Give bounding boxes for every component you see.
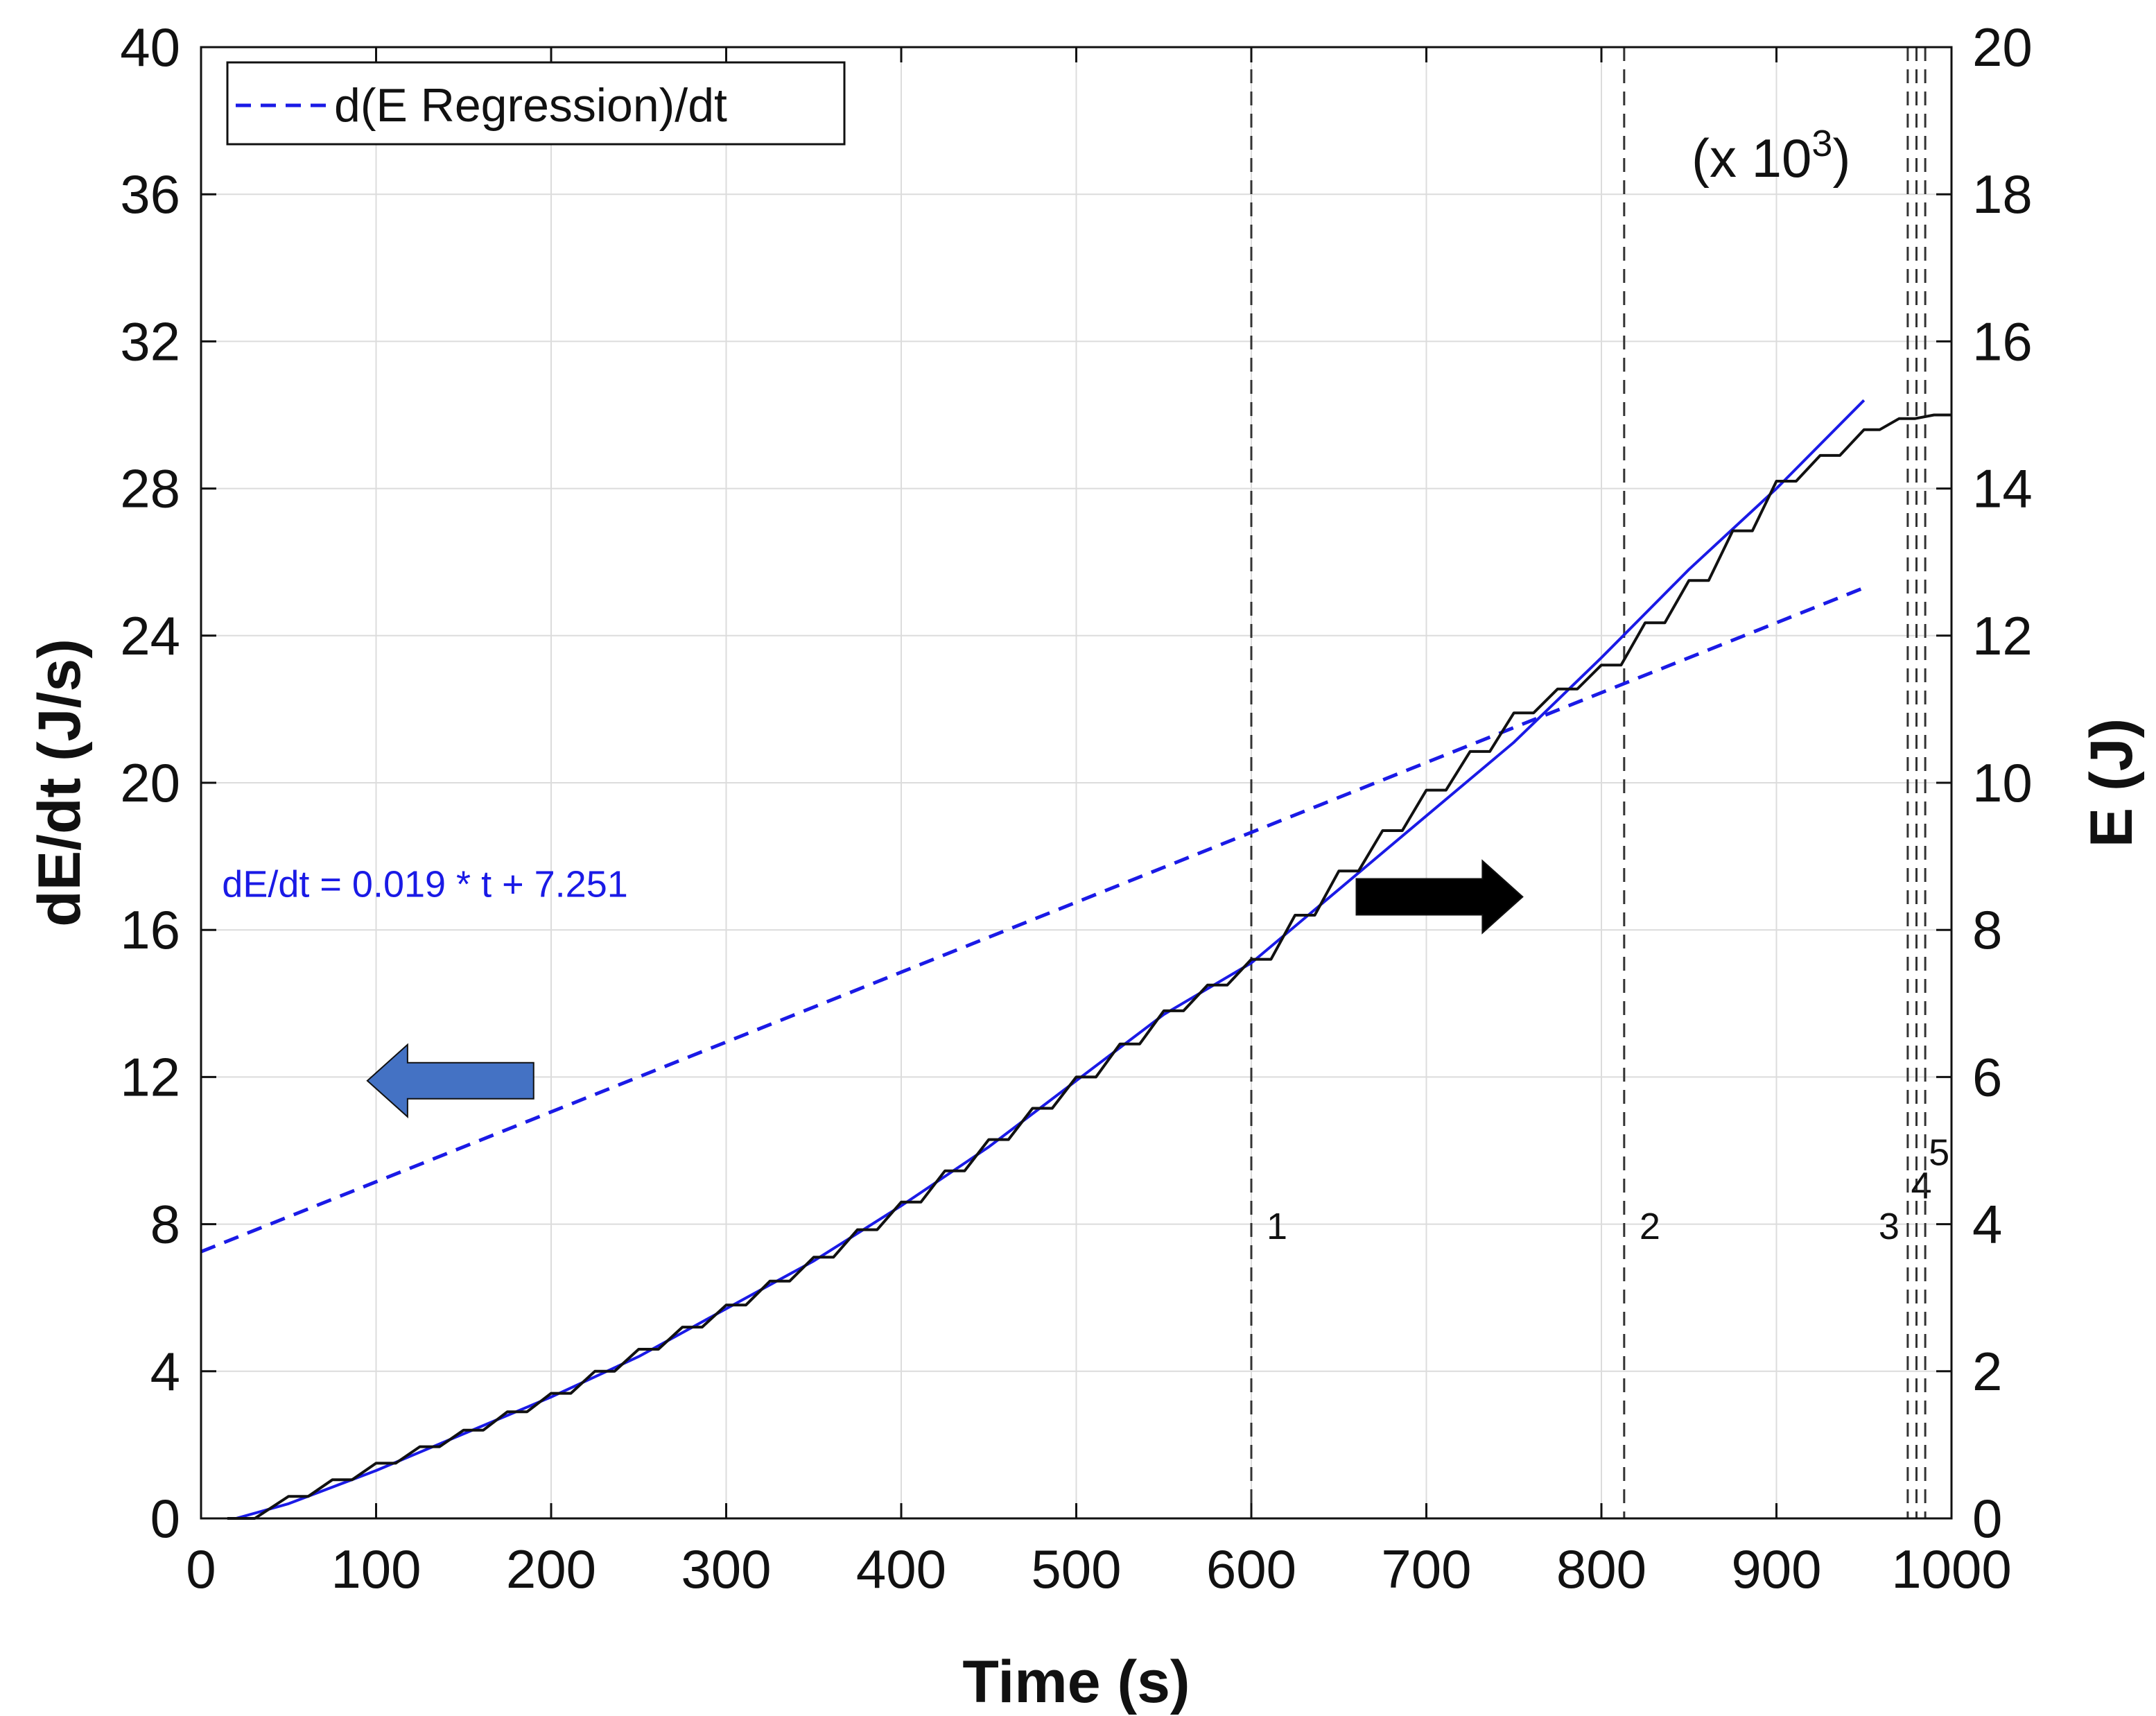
y-right-tick-label: 8: [1972, 899, 2002, 960]
legend: d(E Regression)/dt: [226, 61, 846, 146]
y-tick-label: 20: [120, 752, 180, 813]
y-tick-label: 40: [120, 17, 180, 78]
x-tick-label: 1000: [1891, 1539, 2012, 1600]
x-axis-ticks: 0 100 200 300 400 500 600 700 800 900 1000: [186, 47, 2012, 1600]
y-axis-ticks: 0 4 8 12 16 20 24 28 32 36 40: [120, 17, 216, 1549]
regression-equation: dE/dt = 0.019 * t + 7.251: [222, 863, 627, 905]
x-tick-label: 800: [1556, 1539, 1646, 1600]
right-axis-scale-note: (x 103): [1692, 123, 1850, 189]
vertical-markers: 1 2 345: [1250, 47, 1949, 1518]
x-tick-label: 0: [186, 1539, 216, 1600]
y-right-tick-label: 16: [1972, 311, 2033, 372]
scale-note-exponent: 3: [1811, 123, 1832, 164]
scale-note-close: ): [1832, 128, 1850, 189]
x-tick-label: 900: [1731, 1539, 1821, 1600]
series-line-3: [227, 413, 1951, 1520]
left-arrow: [366, 1043, 534, 1118]
y-tick-label: 0: [150, 1488, 180, 1549]
arrows-group: [366, 859, 1524, 1118]
y-tick-label: 28: [120, 458, 180, 519]
y-tick-label: 32: [120, 311, 180, 372]
series-group: [200, 399, 1951, 1520]
y-right-tick-label: 14: [1972, 458, 2033, 519]
x-tick-label: 100: [331, 1539, 421, 1600]
y-right-tick-label: 12: [1972, 605, 2033, 666]
x-tick-label: 500: [1031, 1539, 1121, 1600]
y-right-tick-label: 2: [1972, 1341, 2002, 1402]
marker-label: 1: [1267, 1206, 1287, 1247]
y-tick-label: 16: [120, 899, 180, 960]
legend-label: d(E Regression)/dt: [334, 79, 727, 132]
y-tick-label: 8: [150, 1194, 180, 1255]
legend-box: [226, 61, 846, 146]
marker-label: 3: [1879, 1206, 1899, 1247]
y-axis-title: dE/dt (J/s): [26, 639, 93, 927]
scale-note-base: (x 10: [1692, 128, 1811, 189]
x-tick-label: 200: [506, 1539, 596, 1600]
right-arrow: [1355, 859, 1524, 935]
y-right-tick-label: 6: [1972, 1046, 2002, 1107]
marker-label: 5: [1929, 1132, 1949, 1174]
y-right-tick-label: 10: [1972, 752, 2033, 813]
annotations-group: dE/dt = 0.019 * t + 7.251: [222, 863, 627, 905]
y-right-tick-label: 4: [1972, 1194, 2002, 1255]
marker-label: 2: [1640, 1206, 1660, 1247]
y-right-tick-label: 20: [1972, 17, 2033, 78]
x-tick-label: 600: [1206, 1539, 1296, 1600]
x-axis-title: Time (s): [962, 1649, 1190, 1715]
y-tick-label: 24: [120, 605, 180, 666]
y-right-tick-label: 0: [1972, 1488, 2002, 1549]
y-tick-label: 12: [120, 1046, 180, 1107]
series-line-2: [235, 399, 1866, 1520]
y-right-tick-label: 18: [1972, 164, 2033, 225]
marker-label: 4: [1911, 1165, 1932, 1206]
y-tick-label: 36: [120, 164, 180, 225]
x-tick-label: 300: [681, 1539, 771, 1600]
y-right-axis-ticks: 0 2 4 6 8 10 12 14 16 18 20: [1936, 17, 2033, 1549]
y-right-axis-title: E (J): [2078, 718, 2145, 847]
x-tick-label: 400: [856, 1539, 946, 1600]
y-tick-label: 4: [150, 1341, 180, 1402]
x-tick-label: 700: [1381, 1539, 1471, 1600]
